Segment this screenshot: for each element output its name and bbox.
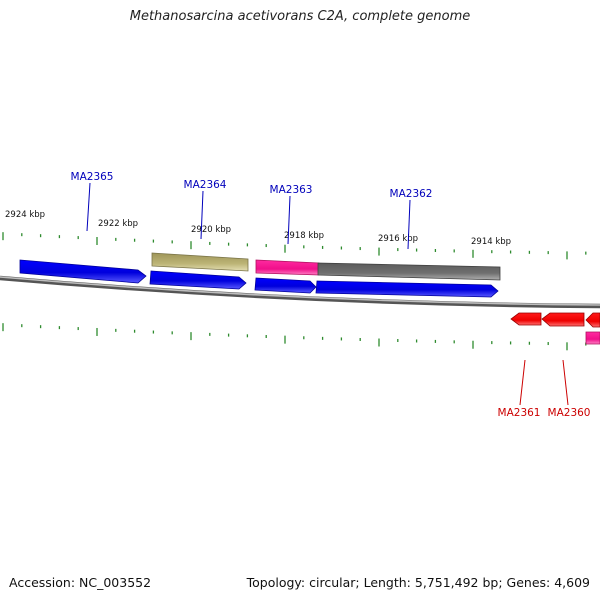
cds-forward[interactable] (149, 270, 247, 290)
gene-leader-line (287, 195, 291, 245)
backbone-highlight (0, 276, 600, 306)
gene-leader-line (86, 182, 91, 232)
gene-label[interactable]: MA2365 (71, 171, 114, 183)
feature-gray[interactable] (317, 262, 501, 281)
feature-pink[interactable] (255, 259, 320, 276)
scale-labels: 2924 kbp 2922 kbp 2920 kbp 2918 kbp 2916 kbp… (5, 210, 511, 247)
gene-label[interactable]: MA2362 (390, 188, 433, 200)
cds-reverse[interactable] (510, 312, 542, 326)
gene-label[interactable]: MA2360 (548, 407, 591, 419)
scale-ticks-bottom (2, 323, 587, 351)
gene-label[interactable]: MA2363 (270, 184, 313, 196)
gene-leader-line (200, 190, 204, 240)
gene-label[interactable]: MA2364 (184, 179, 227, 191)
gene-leader-line (562, 359, 569, 406)
feature-pink[interactable] (585, 331, 600, 345)
gene-labels: MA2365 MA2364 MA2363 MA2362 MA2361 MA2360 (71, 171, 591, 419)
gene-leader-line (519, 359, 526, 406)
cds-forward[interactable] (19, 259, 147, 284)
scale-label: 2922 kbp (98, 219, 138, 229)
gene-leader-line (407, 199, 411, 250)
scale-label: 2918 kbp (284, 231, 324, 241)
cds-forward[interactable] (315, 280, 499, 298)
genome-summary-text: Topology: circular; Length: 5,751,492 bp… (246, 575, 590, 590)
scale-label: 2916 kbp (378, 234, 418, 244)
scale-label: 2924 kbp (5, 210, 45, 220)
feature-tracks[interactable] (19, 252, 600, 345)
genome-backbone (0, 275, 600, 309)
gene-label[interactable]: MA2361 (498, 407, 541, 419)
feature-khaki[interactable] (151, 252, 249, 272)
backbone-line (0, 275, 600, 309)
scale-label: 2920 kbp (191, 225, 231, 235)
map-title: Methanosarcina acetivorans C2A, complete… (129, 9, 471, 24)
accession-text: Accession: NC_003552 (9, 575, 152, 590)
cds-forward[interactable] (254, 277, 317, 294)
scale-ticks-top (2, 232, 587, 260)
scale-label: 2914 kbp (471, 237, 511, 247)
cds-reverse[interactable] (541, 312, 585, 327)
cds-reverse[interactable] (585, 312, 600, 328)
